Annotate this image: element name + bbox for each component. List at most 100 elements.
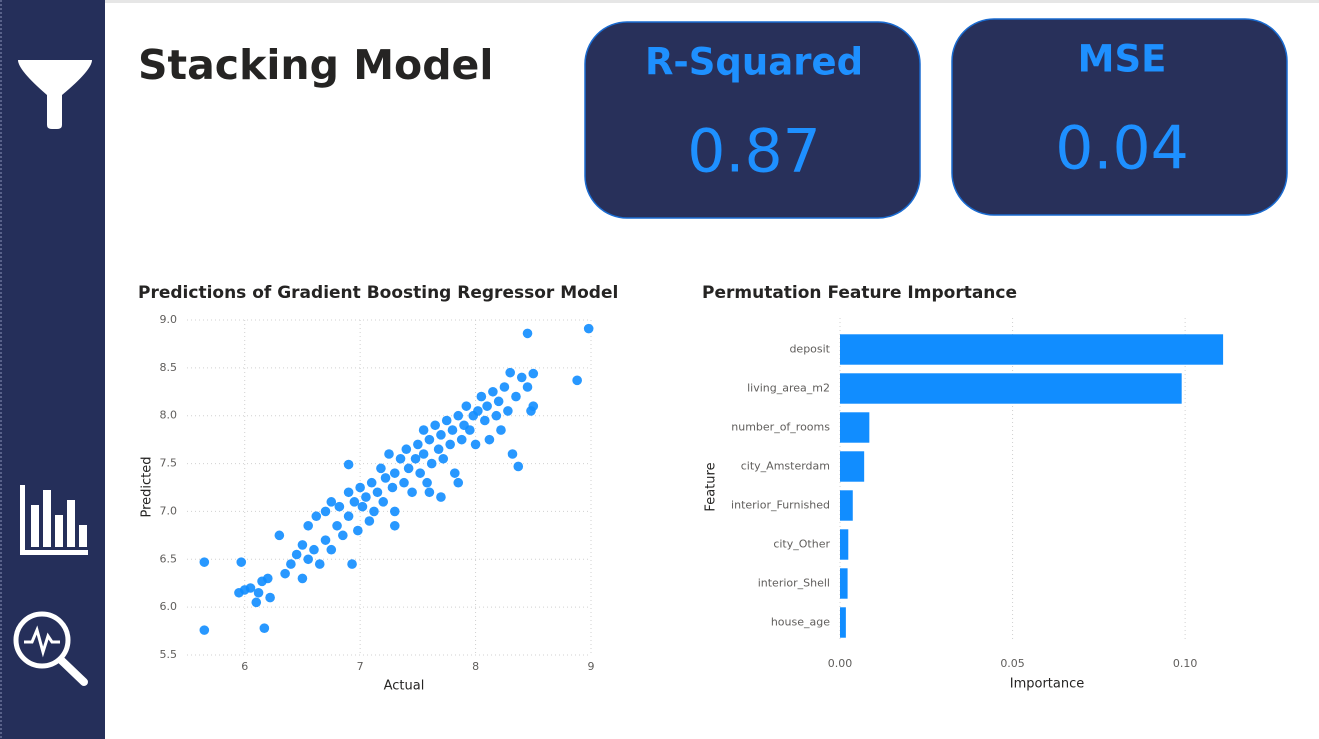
- point: [583, 323, 594, 334]
- point: [447, 425, 458, 435]
- point: [449, 468, 460, 478]
- point: [389, 468, 400, 478]
- top-strip: [0, 0, 1319, 3]
- bar: [840, 412, 870, 443]
- y-tick-label: interior_Furnished: [731, 499, 830, 512]
- y-axis-label: Predicted: [140, 456, 155, 517]
- point: [326, 497, 337, 507]
- kpi-card: MSE 0.04: [951, 18, 1288, 216]
- y-tick-label: 5.5: [160, 648, 178, 661]
- point: [436, 492, 446, 502]
- point: [422, 477, 432, 488]
- point: [343, 511, 354, 522]
- point: [357, 501, 368, 512]
- point: [395, 453, 406, 464]
- point: [572, 375, 582, 386]
- point: [491, 410, 502, 421]
- point: [332, 520, 342, 531]
- y-tick-label: 7.5: [160, 457, 178, 470]
- point: [347, 559, 357, 569]
- y-tick-label: 8.0: [160, 409, 178, 422]
- bar: [840, 451, 865, 482]
- point: [349, 497, 360, 507]
- y-tick-label: interior_Shell: [758, 577, 830, 590]
- point: [236, 557, 247, 567]
- x-tick-label: 0.10: [1173, 657, 1198, 670]
- chart-icon[interactable]: [20, 485, 88, 555]
- point: [372, 487, 383, 498]
- y-tick-label: living_area_m2: [747, 382, 830, 395]
- filter-icon[interactable]: [18, 60, 92, 129]
- point: [280, 568, 290, 579]
- y-tick-label: 7.0: [160, 504, 178, 517]
- point: [401, 444, 412, 455]
- bar: [840, 334, 1224, 365]
- point: [343, 459, 354, 470]
- point: [338, 530, 348, 541]
- point: [496, 425, 506, 435]
- chart-title: Predictions of Gradient Boosting Regress…: [138, 283, 618, 303]
- analyze-icon[interactable]: [13, 611, 88, 686]
- point: [320, 535, 331, 545]
- page-title: Stacking Model: [138, 41, 493, 89]
- point: [493, 396, 504, 407]
- point: [484, 434, 495, 445]
- point: [303, 554, 314, 565]
- point: [476, 391, 487, 402]
- point: [303, 520, 314, 531]
- bar: [840, 373, 1182, 404]
- kpi-label: MSE: [1078, 38, 1167, 81]
- point: [441, 415, 452, 426]
- point: [418, 449, 429, 459]
- point: [456, 434, 467, 445]
- point: [488, 386, 498, 397]
- y-tick-label: 9.0: [160, 313, 178, 326]
- point: [297, 540, 308, 550]
- point: [528, 368, 539, 379]
- point: [433, 444, 444, 455]
- point: [265, 592, 275, 603]
- point: [465, 425, 475, 435]
- point: [361, 492, 371, 502]
- point: [424, 434, 435, 445]
- point: [426, 458, 437, 469]
- point: [445, 439, 455, 450]
- point: [522, 382, 533, 392]
- point: [430, 420, 440, 431]
- point: [291, 549, 302, 560]
- y-tick-label: 6.5: [160, 552, 178, 565]
- point: [424, 487, 435, 498]
- point: [499, 382, 510, 392]
- x-axis-label: Actual: [384, 679, 425, 694]
- point: [245, 583, 256, 593]
- x-tick-label: 6: [241, 660, 248, 673]
- point: [364, 516, 375, 526]
- point: [366, 477, 377, 488]
- point: [320, 506, 331, 517]
- y-tick-label: deposit: [789, 343, 830, 356]
- kpi-label: R-Squared: [645, 41, 863, 84]
- y-tick-label: 6.0: [160, 600, 178, 613]
- point: [482, 401, 492, 411]
- bar: [840, 607, 846, 638]
- kpi-card: R-Squared 0.87: [584, 21, 921, 219]
- point: [503, 406, 513, 416]
- kpi-card-bg: [584, 21, 921, 219]
- point: [513, 461, 524, 472]
- chart-title: Permutation Feature Importance: [702, 283, 1017, 303]
- point: [314, 559, 325, 569]
- y-tick-label: city_Amsterdam: [741, 460, 830, 473]
- point: [309, 544, 319, 555]
- point: [507, 449, 518, 459]
- point: [286, 559, 296, 569]
- point: [253, 587, 264, 598]
- x-tick-label: 7: [357, 660, 364, 673]
- y-tick-label: house_age: [771, 616, 830, 629]
- point: [389, 520, 400, 531]
- point: [389, 506, 400, 517]
- point: [461, 401, 472, 411]
- point: [413, 439, 423, 450]
- point: [470, 439, 481, 450]
- point: [473, 406, 483, 416]
